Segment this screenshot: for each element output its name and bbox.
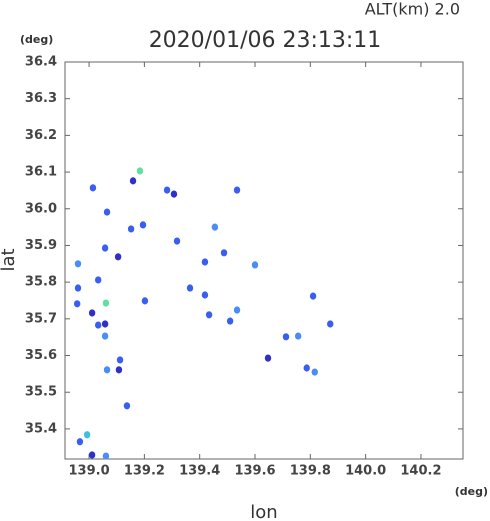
x-unit: (deg)	[455, 485, 488, 498]
echo-point	[201, 291, 209, 299]
x-tick-label: 139.6	[234, 464, 275, 479]
y-tick-label: 36.3	[25, 91, 57, 106]
echo-point	[327, 320, 334, 328]
echo-point	[294, 332, 302, 340]
echo-point	[76, 438, 84, 446]
echo-point	[136, 167, 144, 175]
echo-point	[205, 311, 213, 319]
echo-point	[201, 258, 209, 266]
echo-point	[73, 300, 81, 308]
echo-point	[102, 452, 110, 460]
echo-point	[311, 368, 318, 376]
echo-point	[163, 186, 171, 194]
x-tick-label: 139.0	[69, 464, 110, 479]
x-tick-label: 139.4	[179, 464, 220, 479]
chart-title: 2020/01/06 23:13:11	[149, 28, 382, 53]
echo-point	[251, 261, 259, 269]
chart-subtitle: ALT(km) 2.0	[365, 0, 460, 19]
y-tick-label: 35.4	[25, 421, 57, 436]
y-tick-label: 35.8	[25, 275, 57, 290]
echo-point	[101, 244, 109, 252]
y-tick-label: 35.7	[25, 311, 57, 326]
y-tick-label: 35.9	[25, 238, 57, 253]
echo-point	[83, 431, 91, 439]
echo-point	[141, 297, 149, 305]
echo-point	[116, 356, 124, 364]
echo-point	[94, 321, 102, 329]
echo-point	[74, 284, 82, 292]
echo-point	[233, 186, 241, 194]
x-axis-label: lon	[250, 502, 277, 521]
echo-point	[173, 237, 181, 245]
echo-point	[264, 354, 272, 362]
echo-point	[226, 317, 234, 325]
echo-point	[115, 366, 123, 374]
echo-point	[303, 364, 310, 372]
echo-point	[220, 249, 228, 257]
echo-point	[74, 260, 82, 268]
y-tick-label: 36.2	[25, 128, 57, 143]
echo-point	[114, 253, 122, 261]
echo-point	[103, 208, 111, 216]
y-axis-label: lat	[0, 248, 19, 271]
x-tick-label: 139.8	[290, 464, 331, 479]
y-tick-label: 36.1	[25, 165, 57, 180]
echo-point	[103, 366, 111, 374]
plot-frame	[64, 61, 464, 460]
echo-point	[102, 299, 110, 307]
echo-point	[101, 320, 109, 328]
echo-point	[123, 402, 131, 410]
y-unit: (deg)	[20, 33, 53, 46]
y-tick-label: 36.0	[25, 201, 57, 216]
echo-point	[211, 223, 219, 231]
x-tick-label: 139.2	[124, 464, 165, 479]
y-tick-label: 36.4	[25, 55, 57, 70]
y-tick-label: 35.5	[25, 385, 57, 400]
echo-point	[94, 276, 102, 284]
echo-point	[88, 309, 96, 317]
echo-point	[139, 221, 147, 229]
echo-point	[89, 184, 97, 192]
echo-point	[186, 284, 194, 292]
echo-point	[88, 451, 96, 459]
x-tick-label: 140.2	[400, 464, 441, 479]
echo-point	[170, 190, 178, 198]
y-tick-label: 35.6	[25, 348, 57, 363]
x-tick-label: 140.0	[345, 464, 386, 479]
echo-point	[127, 225, 135, 233]
echo-point	[129, 177, 137, 185]
echo-point	[282, 333, 290, 341]
echo-point	[233, 306, 241, 314]
echo-point	[309, 292, 317, 300]
echo-point	[101, 332, 109, 340]
